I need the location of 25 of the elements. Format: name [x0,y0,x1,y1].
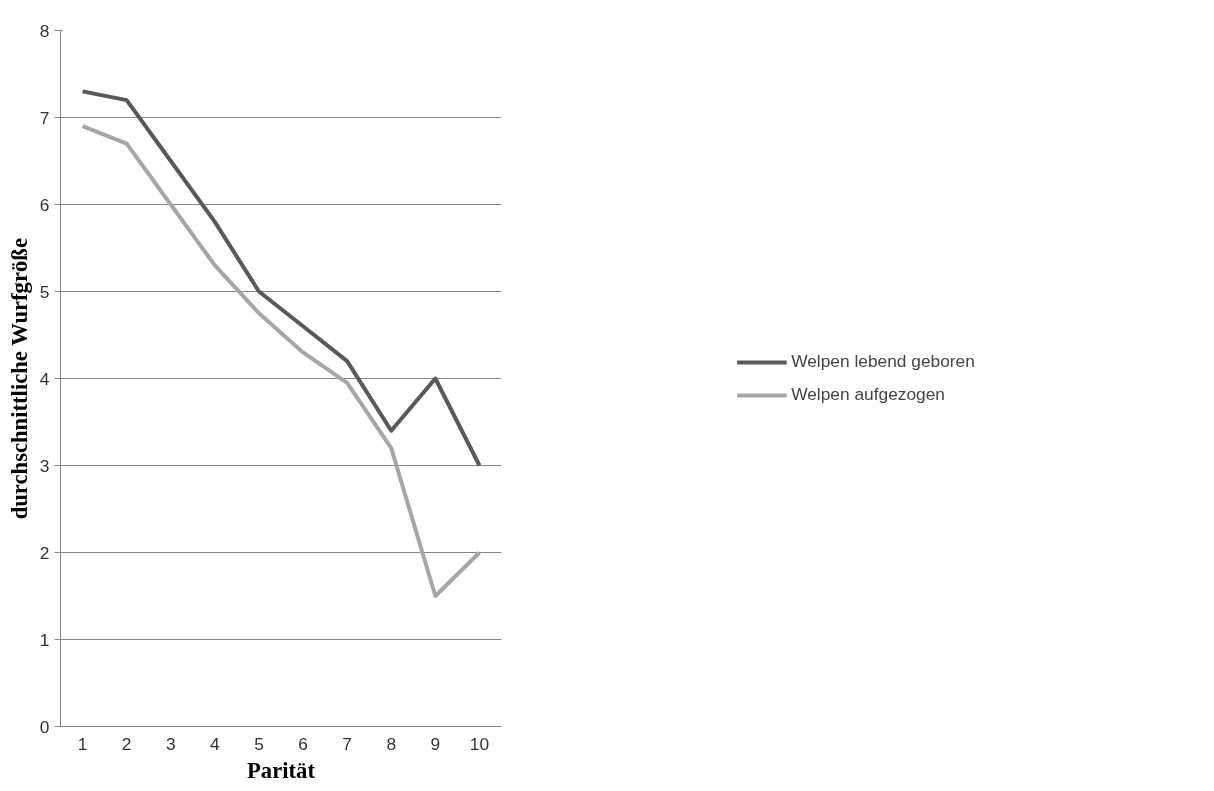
line-series [80,89,482,468]
legend-label: Welpen aufgezogen [791,384,945,405]
x-tick-label: 2 [121,733,132,754]
y-axis-title: durchschnittliche Wurfgröße [6,238,32,520]
x-tick-label: 3 [165,733,176,754]
x-axis-title: Parität [247,757,316,783]
x-tick-label: 5 [254,733,264,754]
x-tick-label: 7 [342,733,352,754]
x-tick-label: 4 [210,733,221,754]
legend-label: Welpen lebend geboren [791,351,975,372]
y-tick-label: 4 [39,368,50,389]
x-tick-label: 10 [469,733,490,754]
y-tick-label: 5 [39,281,50,302]
y-tick-label: 1 [39,629,50,650]
x-tick-label: 6 [298,733,308,754]
y-tick-label: 0 [39,716,50,737]
y-tick-label: 2 [39,542,50,563]
y-tick-label: 8 [39,20,50,41]
x-tick-label: 9 [430,733,441,754]
x-tick-label: 8 [386,733,397,754]
line-series [80,124,482,598]
y-tick-label: 3 [39,455,50,476]
x-tick-label: 1 [77,733,88,754]
y-tick-label: 6 [39,194,50,215]
y-tick-label: 7 [39,107,50,128]
